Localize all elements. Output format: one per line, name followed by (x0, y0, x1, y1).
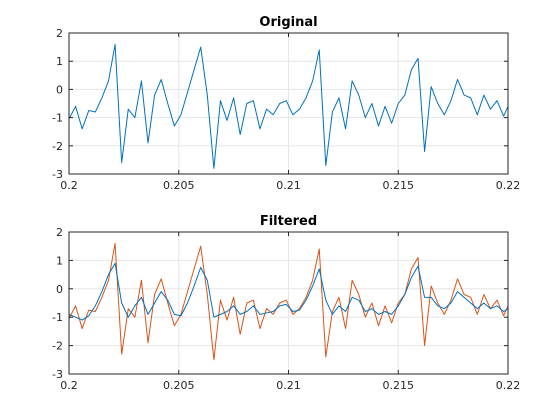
x-tick-label: 0.2 (60, 379, 78, 392)
y-tick-label: -1 (52, 112, 63, 125)
y-tick-label: -3 (52, 168, 63, 181)
x-tick-label: 0.2 (60, 179, 78, 192)
series-line-2 (68, 262, 509, 321)
series-line-1 (68, 43, 509, 169)
y-tick-label: -3 (52, 368, 63, 381)
x-tick-label: 0.22 (496, 379, 521, 392)
x-tick-label: 0.215 (383, 179, 415, 192)
y-tick-label: 0 (56, 83, 63, 96)
x-tick-label: 0.21 (276, 379, 301, 392)
x-tick-label: 0.21 (276, 179, 301, 192)
y-tick-label: -2 (52, 140, 63, 153)
y-tick-label: -1 (52, 311, 63, 324)
y-tick-label: 0 (56, 283, 63, 296)
plot-panel-2: 0.2 0.205 0.21 0.215 0.22 -3 -2 -1 0 1 2 Filtered (52, 214, 520, 392)
chart-title: Filtered (260, 214, 317, 229)
y-tick-label: 2 (56, 226, 63, 239)
x-tick-label: 0.215 (383, 379, 415, 392)
y-tick-label: -2 (52, 340, 63, 353)
y-tick-label: 1 (56, 254, 63, 267)
x-tick-label: 0.205 (163, 179, 195, 192)
chart-title: Original (259, 15, 317, 30)
y-tick-label: 2 (56, 27, 63, 40)
y-tick-label: 1 (56, 55, 63, 68)
x-tick-label: 0.22 (496, 179, 521, 192)
plot-panel-1: 0.2 0.205 0.21 0.215 0.22 -3 -2 -1 0 1 2 Original (52, 15, 520, 192)
x-tick-label: 0.205 (163, 379, 195, 392)
